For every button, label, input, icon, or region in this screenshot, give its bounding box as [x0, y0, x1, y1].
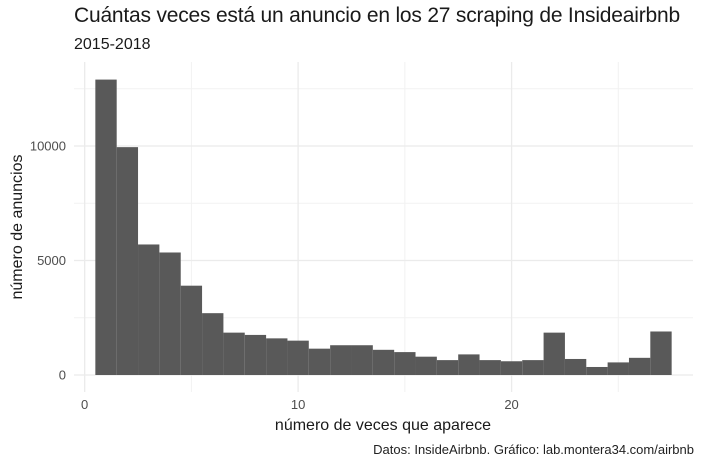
- histogram-bar: [287, 340, 309, 375]
- histogram-bar: [586, 366, 608, 375]
- chart-subtitle: 2015-2018: [74, 36, 151, 53]
- y-tick-label: 0: [59, 368, 66, 383]
- histogram-bar: [628, 357, 651, 375]
- chart-title: Cuántas veces está un anuncio en los 27 …: [74, 4, 680, 27]
- histogram-bar: [202, 313, 224, 375]
- histogram-bars: [95, 79, 672, 375]
- histogram-bar: [522, 360, 544, 375]
- x-tick-label: 0: [81, 397, 88, 412]
- histogram-bar: [500, 361, 523, 375]
- histogram-bar: [394, 352, 416, 375]
- histogram-bar: [650, 331, 672, 375]
- histogram-bar: [266, 338, 288, 375]
- histogram-bar: [543, 332, 565, 375]
- histogram-bar: [458, 354, 480, 375]
- histogram-bar: [159, 252, 181, 375]
- x-axis-title: número de veces que aparece: [275, 417, 491, 434]
- x-axis-ticks: 0 10 20: [81, 397, 519, 412]
- y-tick-label: 5000: [37, 253, 66, 268]
- x-tick-label: 20: [504, 397, 518, 412]
- histogram-bar: [479, 360, 501, 375]
- histogram-bar: [372, 349, 395, 375]
- x-tick-label: 10: [291, 397, 305, 412]
- histogram-bar: [116, 147, 139, 375]
- histogram-bar: [564, 358, 587, 375]
- histogram-bar: [138, 244, 160, 375]
- histogram-bar: [607, 362, 629, 375]
- histogram-bar: [223, 332, 245, 375]
- y-tick-label: 10000: [30, 139, 66, 154]
- histogram-bar: [436, 360, 459, 375]
- histogram-bar: [415, 356, 437, 375]
- histogram-bar: [180, 285, 203, 375]
- histogram-bar: [95, 79, 117, 375]
- histogram-bar: [244, 334, 267, 375]
- histogram-bar: [351, 345, 373, 375]
- y-axis-title: número de anuncios: [9, 155, 26, 300]
- histogram-bar: [330, 345, 352, 375]
- chart-caption: Datos: InsideAirbnb. Gráfico: lab.monter…: [373, 442, 694, 457]
- y-axis-ticks: 0 5000 10000: [30, 139, 66, 383]
- histogram-bar: [308, 348, 331, 375]
